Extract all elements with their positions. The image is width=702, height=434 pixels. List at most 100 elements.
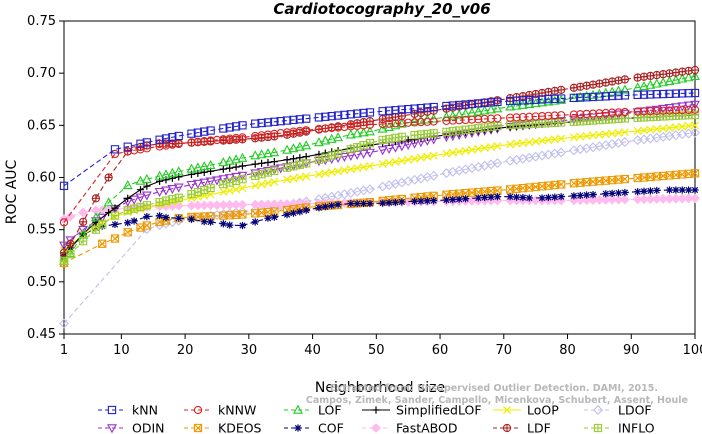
data-point xyxy=(550,180,559,190)
data-point xyxy=(301,140,312,150)
data-point xyxy=(549,117,560,127)
data-point xyxy=(103,197,114,207)
data-point xyxy=(238,121,247,130)
data-point xyxy=(226,221,234,229)
data-point xyxy=(219,220,227,228)
data-point xyxy=(569,110,579,119)
data-point xyxy=(199,178,210,188)
legend-label: LOF xyxy=(318,403,342,418)
data-point xyxy=(588,113,598,123)
data-point xyxy=(161,169,171,179)
data-point xyxy=(607,108,617,117)
x-tick-label: 30 xyxy=(241,343,258,358)
data-point xyxy=(232,185,241,194)
data-point xyxy=(479,105,490,115)
x-tick-label: 1 xyxy=(60,343,68,358)
data-point xyxy=(295,173,304,182)
data-point xyxy=(251,160,259,168)
legend-item-loop: LoOP xyxy=(493,403,559,418)
data-point xyxy=(646,172,655,182)
data-point xyxy=(568,115,579,125)
x-tick-label: 20 xyxy=(177,343,194,358)
data-point xyxy=(581,114,592,124)
x-tick-label: 10 xyxy=(113,343,130,358)
data-point xyxy=(550,111,559,120)
data-point xyxy=(416,153,425,162)
data-point xyxy=(296,154,304,162)
data-point xyxy=(333,123,343,132)
data-point xyxy=(334,201,342,209)
data-point xyxy=(430,197,438,205)
data-point xyxy=(442,149,451,158)
data-point xyxy=(537,95,547,104)
data-point xyxy=(302,114,311,123)
data-point xyxy=(416,115,426,125)
data-point xyxy=(206,136,215,145)
data-point xyxy=(581,90,592,100)
data-point xyxy=(111,220,119,229)
data-point xyxy=(518,96,528,105)
data-point xyxy=(525,194,533,202)
data-point xyxy=(677,73,688,83)
series-ldof xyxy=(59,127,700,329)
x-tick-label: 50 xyxy=(368,343,385,358)
data-point xyxy=(544,94,553,104)
data-point xyxy=(658,77,669,87)
data-point xyxy=(493,97,502,107)
data-point xyxy=(575,114,586,125)
data-point xyxy=(326,133,337,143)
data-point xyxy=(397,118,406,128)
data-point xyxy=(257,118,266,128)
data-point xyxy=(193,137,202,146)
data-point xyxy=(614,91,623,100)
legend-item-inflo: INFLO xyxy=(584,421,655,434)
data-point xyxy=(608,189,616,197)
data-point xyxy=(670,74,681,84)
data-point xyxy=(678,89,687,98)
data-point xyxy=(212,176,222,186)
series-lof xyxy=(59,70,700,265)
data-point xyxy=(136,186,145,194)
data-point xyxy=(672,186,680,194)
data-point xyxy=(206,126,215,135)
data-point xyxy=(294,141,305,151)
data-point xyxy=(257,208,266,217)
data-point xyxy=(142,221,152,230)
x-tick-label: 100 xyxy=(683,343,702,358)
data-point xyxy=(263,179,272,188)
data-point xyxy=(634,188,642,196)
data-point xyxy=(556,147,567,158)
legend-swatch-marker xyxy=(372,406,380,414)
legend-swatch-marker xyxy=(294,424,302,432)
data-point xyxy=(455,195,463,203)
data-point xyxy=(595,130,604,139)
data-point xyxy=(461,115,470,125)
data-point xyxy=(671,89,681,98)
data-point xyxy=(251,131,260,141)
data-point xyxy=(359,163,368,172)
data-point xyxy=(690,121,700,130)
data-point xyxy=(620,174,630,184)
data-point xyxy=(690,100,700,110)
data-point xyxy=(143,182,151,190)
data-point xyxy=(583,191,591,199)
data-point xyxy=(537,97,547,107)
data-point xyxy=(289,127,298,136)
data-point xyxy=(231,122,241,131)
data-point xyxy=(397,156,406,165)
data-point xyxy=(353,164,362,173)
data-point xyxy=(639,107,649,116)
data-point xyxy=(358,149,369,159)
data-point xyxy=(685,186,693,194)
data-point xyxy=(276,117,285,126)
data-point xyxy=(480,114,489,124)
data-point xyxy=(251,209,260,218)
data-point xyxy=(314,170,323,179)
data-point xyxy=(486,114,496,123)
data-point xyxy=(110,234,120,243)
data-point xyxy=(658,171,668,181)
data-point xyxy=(391,198,400,206)
data-point xyxy=(377,123,388,133)
data-point xyxy=(97,213,108,223)
